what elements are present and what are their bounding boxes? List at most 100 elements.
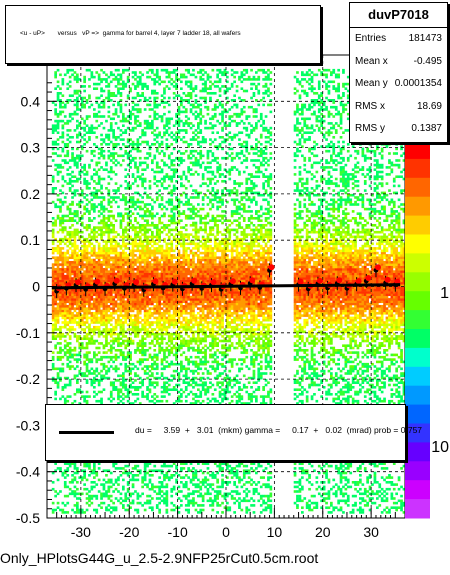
heatmap-cell <box>170 152 174 155</box>
heatmap-cell <box>83 291 86 294</box>
heatmap-cell <box>172 205 176 209</box>
heatmap-cell <box>63 460 67 463</box>
heatmap-cell <box>71 212 74 215</box>
heatmap-cell <box>170 342 174 345</box>
heatmap-cell <box>109 265 113 269</box>
heatmap-cell <box>141 353 144 357</box>
heatmap-cell <box>112 258 115 262</box>
heatmap-cell <box>172 68 176 72</box>
heatmap-cell <box>138 207 142 211</box>
heatmap-cell <box>151 143 154 146</box>
heatmap-cell <box>61 277 65 280</box>
heatmap-cell <box>167 321 171 324</box>
heatmap-cell <box>97 293 101 296</box>
heatmap-cell <box>165 490 169 493</box>
heatmap-cell <box>138 228 142 232</box>
heatmap-cell <box>131 108 135 111</box>
heatmap-cell <box>97 189 101 192</box>
heatmap-cell <box>177 395 181 398</box>
heatmap-cell <box>78 177 82 181</box>
heatmap-cell <box>167 214 171 218</box>
heatmap-cell <box>163 105 166 109</box>
heatmap-cell <box>170 268 174 271</box>
heatmap-cell <box>85 274 89 278</box>
heatmap-cell <box>90 337 94 340</box>
heatmap-cell <box>165 117 169 121</box>
heatmap-cell <box>163 485 166 489</box>
heatmap-cell <box>165 312 169 315</box>
heatmap-cell <box>51 175 55 178</box>
heatmap-cell <box>71 490 74 493</box>
heatmap-cell <box>102 365 106 368</box>
heatmap-cell <box>170 254 174 257</box>
heatmap-cell <box>172 168 176 171</box>
heatmap-cell <box>160 281 164 285</box>
heatmap-cell <box>95 460 99 463</box>
heatmap-cell <box>141 381 144 384</box>
heatmap-cell <box>163 224 166 227</box>
heatmap-cell <box>56 122 60 125</box>
heatmap-cell <box>59 284 62 287</box>
heatmap-cell <box>163 312 166 315</box>
heatmap-cell <box>146 312 149 315</box>
heatmap-cell <box>88 309 91 313</box>
heatmap-cell <box>131 126 135 130</box>
heatmap-cell <box>85 256 89 259</box>
heatmap-cell <box>124 228 128 232</box>
heatmap-cell <box>177 376 181 380</box>
heatmap-cell <box>51 143 55 146</box>
heatmap-cell <box>85 268 89 271</box>
heatmap-cell <box>141 226 144 229</box>
heatmap-cell <box>124 180 128 183</box>
heatmap-cell <box>107 288 111 292</box>
heatmap-cell <box>112 312 115 315</box>
heatmap-cell <box>153 272 157 276</box>
heatmap-cell <box>170 464 174 468</box>
heatmap-cell <box>95 251 99 255</box>
heatmap-cell <box>153 464 157 468</box>
heatmap-cell <box>155 302 159 306</box>
heatmap-cell <box>76 274 79 278</box>
heatmap-cell <box>119 395 123 398</box>
heatmap-cell <box>180 110 183 114</box>
heatmap-cell <box>170 258 174 262</box>
heatmap-cell <box>119 254 123 257</box>
heatmap-cell <box>126 182 130 185</box>
heatmap-cell <box>54 126 57 130</box>
heatmap-cell <box>160 499 164 503</box>
heatmap-cell <box>63 235 67 239</box>
heatmap-cell <box>129 305 132 308</box>
heatmap-cell <box>61 175 65 178</box>
heatmap-cell <box>158 490 161 493</box>
heatmap-cell <box>90 237 94 241</box>
heatmap-cell <box>100 256 103 259</box>
heatmap-cell <box>90 277 94 280</box>
heatmap-cell <box>71 233 74 236</box>
heatmap-cell <box>122 379 125 382</box>
heatmap-cell <box>148 154 152 158</box>
heatmap-cell <box>93 330 96 334</box>
heatmap-cell <box>148 214 152 218</box>
heatmap-cell <box>73 103 77 107</box>
heatmap-cell <box>177 156 181 160</box>
heatmap-cell <box>114 108 118 111</box>
heatmap-cell <box>95 497 99 500</box>
heatmap-cell <box>54 110 57 114</box>
heatmap-cell <box>105 168 108 171</box>
heatmap-cell <box>163 365 166 368</box>
heatmap-cell <box>134 254 137 257</box>
heatmap-cell <box>134 122 137 125</box>
heatmap-cell <box>90 124 94 127</box>
heatmap-cell <box>153 101 157 104</box>
heatmap-cell <box>88 224 91 227</box>
heatmap-cell <box>146 237 149 241</box>
heatmap-cell <box>143 270 147 273</box>
heatmap-cell <box>85 478 89 482</box>
heatmap-cell <box>105 228 108 232</box>
heatmap-cell <box>61 203 65 206</box>
heatmap-cell <box>71 300 74 303</box>
heatmap-cell <box>172 386 176 389</box>
heatmap-cell <box>90 279 94 283</box>
heatmap-cell <box>97 258 101 262</box>
heatmap-cell <box>165 263 169 266</box>
